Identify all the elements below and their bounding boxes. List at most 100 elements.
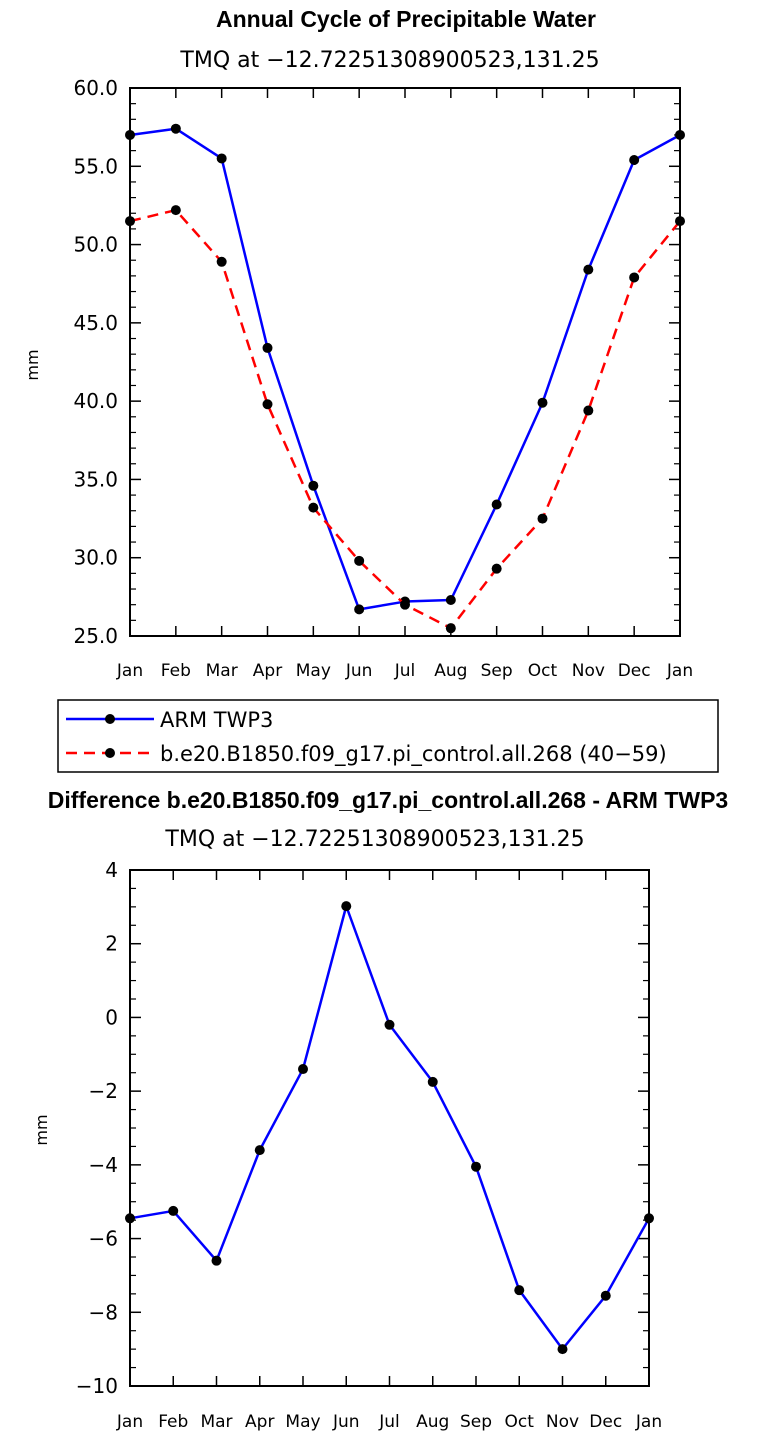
chart2-xtick-label: Oct	[505, 1412, 535, 1432]
chart2-series-0-point	[600, 1290, 611, 1301]
chart2-ytick-label: 2	[105, 932, 118, 956]
chart2-series-0-point	[168, 1205, 179, 1216]
legend-marker-model	[105, 748, 115, 758]
chart2-xtick-label: Jan	[116, 1412, 143, 1432]
chart1-xtick-label: Jan	[666, 661, 693, 681]
chart2-title: Difference b.e20.B1850.f09_g17.pi_contro…	[48, 787, 728, 813]
chart2-xtick-label: Aug	[416, 1412, 449, 1432]
chart1-series-0-point	[216, 153, 227, 164]
chart2-ytick-label: 0	[105, 1005, 118, 1029]
chart2-xtick-label: Nov	[546, 1412, 579, 1432]
chart2-series-0-point	[557, 1344, 568, 1355]
chart1-xtick-label: Jun	[345, 661, 373, 681]
chart1-series-0-point	[629, 155, 640, 166]
chart2-series-0-point	[427, 1076, 438, 1087]
chart1-series-0-point	[583, 264, 594, 275]
chart1-subtitle: TMQ at −12.72251308900523,131.25	[179, 48, 599, 73]
chart1-series-1-point	[125, 216, 135, 227]
chart2-ytick-label: 4	[105, 858, 118, 882]
chart1-title: Annual Cycle of Precipitable Water	[216, 6, 596, 32]
chart1-series-0-point	[170, 123, 181, 134]
chart1-ytick-label: 50.0	[73, 233, 118, 257]
chart2-xtick-label: Jul	[378, 1412, 400, 1432]
chart1-series-1-point	[400, 599, 410, 610]
chart1-plot: 25.0 30.0 35.0 40.0 45.0 50.0 55.0 60.0 Jan Feb Ma…	[73, 76, 693, 681]
chart2-series-0-point	[471, 1161, 481, 1172]
chart2-series-0-point	[254, 1145, 265, 1156]
chart2-xtick-label: May	[285, 1412, 320, 1432]
chart1-ytick-label: 35.0	[73, 467, 118, 491]
chart1-xtick-label: Apr	[253, 661, 282, 681]
chart2-frame	[129, 869, 650, 1387]
chart1-ytick-label: 25.0	[73, 624, 118, 648]
chart2-xtick-label: Apr	[245, 1412, 274, 1432]
chart1-ytick-label: 55.0	[73, 154, 118, 178]
chart1-xtick-label: Aug	[434, 661, 467, 681]
chart1-series-0-point	[125, 129, 135, 140]
chart1-xtick-label: Sep	[481, 661, 513, 681]
chart1-ytick-label: 60.0	[73, 76, 118, 100]
chart1-series-1-point	[675, 216, 685, 227]
chart2-plot: −10 −8 −6 −4 −2 0 2 4 Jan Feb Mar Apr May Jun Jul Aug Se…	[76, 858, 662, 1432]
chart1-xtick-label: Mar	[206, 661, 238, 681]
chart1-ytick-label: 30.0	[73, 546, 118, 570]
chart1-series-1-point	[491, 563, 502, 574]
chart1-series-0-point	[445, 594, 456, 605]
chart1-xtick-label: Jul	[394, 661, 416, 681]
chart2-ytick-label: −2	[89, 1079, 118, 1103]
chart1-series-1-point	[583, 405, 594, 416]
legend-marker-arm	[105, 714, 115, 724]
chart1-series-1-line	[129, 208, 681, 630]
chart2-series-0-line	[129, 904, 651, 1351]
chart1-series-1-point	[629, 272, 640, 283]
chart2-xtick-label: Sep	[460, 1412, 492, 1432]
chart1-series-1-point	[216, 256, 227, 267]
chart2-series-0-point	[125, 1213, 135, 1224]
chart2-xtick-label: Jan	[635, 1412, 662, 1432]
chart2-xtick-label: Mar	[200, 1412, 232, 1432]
chart2-ytick-label: −8	[89, 1300, 118, 1324]
chart1-ylabel: mm	[23, 349, 42, 380]
legend-label-model: b.e20.B1850.f09_g17.pi_control.all.268 (…	[160, 742, 667, 767]
chart2-xtick-label: Jun	[332, 1412, 360, 1432]
chart2-ytick-label: −10	[76, 1374, 118, 1398]
chart1-series-0-point	[537, 397, 548, 408]
chart2-ylabel: mm	[32, 1114, 51, 1145]
chart2-series-0-point	[298, 1064, 308, 1075]
chart1-series-0-point	[354, 604, 365, 615]
chart1-series-1-point	[170, 205, 181, 216]
chart1-series-1-point	[354, 555, 365, 566]
chart1-series-1-point	[445, 623, 456, 634]
chart1-xtick-label: Oct	[528, 661, 558, 681]
chart1-series-0-line	[129, 127, 681, 611]
chart2-series-0-point	[341, 901, 352, 912]
chart2-series-0-point	[384, 1019, 395, 1030]
chart2-xtick-label: Feb	[158, 1412, 188, 1432]
legend: ARM TWP3 b.e20.B1850.f09_g17.pi_control.…	[57, 699, 719, 773]
chart1-ytick-label: 40.0	[73, 389, 118, 413]
chart1-xtick-label: Nov	[572, 661, 605, 681]
chart2-ytick-label: −4	[89, 1153, 118, 1177]
chart2-series-0-point	[514, 1285, 525, 1296]
chart1-xtick-label: Jan	[116, 661, 143, 681]
chart2-ytick-label: −6	[89, 1227, 118, 1251]
chart1-xtick-label: Dec	[618, 661, 651, 681]
chart2-series-0-point	[211, 1255, 222, 1266]
chart1-frame	[129, 87, 681, 637]
chart1-series-0-point	[308, 480, 319, 491]
chart1-xtick-label: Feb	[161, 661, 191, 681]
chart1-series-0-point	[675, 129, 685, 140]
chart2-xtick-label: Dec	[589, 1412, 622, 1432]
chart1-series-0-point	[262, 342, 273, 353]
legend-box	[57, 699, 719, 773]
chart1-series-1-point	[262, 399, 273, 410]
chart2-subtitle: TMQ at −12.72251308900523,131.25	[164, 827, 584, 852]
chart1-series-1-point	[537, 513, 548, 524]
chart1-ytick-label: 45.0	[73, 311, 118, 335]
chart1-series-1-point	[308, 502, 319, 513]
chart2-series-0-point	[644, 1213, 654, 1224]
chart1-series-0-point	[491, 499, 502, 510]
legend-label-arm: ARM TWP3	[160, 708, 273, 732]
chart1-xtick-label: May	[296, 661, 331, 681]
